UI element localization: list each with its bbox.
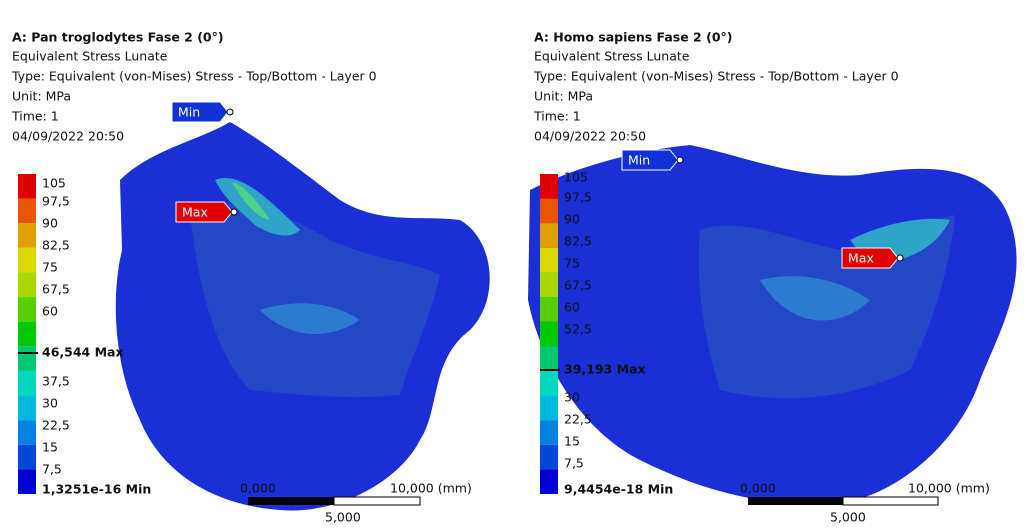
panel-info-line: Type: Equivalent (von-Mises) Stress - To…	[11, 69, 377, 84]
legend-swatch	[18, 420, 36, 445]
legend-swatch	[540, 370, 558, 396]
legend-label: 67,5	[564, 278, 592, 293]
legend-swatch	[18, 198, 36, 224]
panel-info-line: Unit: MPa	[12, 89, 71, 104]
legend-swatch	[540, 198, 558, 224]
legend-swatch	[18, 444, 36, 470]
min-marker-flag	[171, 101, 229, 123]
legend-swatch	[18, 297, 36, 322]
legend-label: 105	[42, 176, 66, 191]
scale-mid: 5,000	[830, 510, 866, 525]
max-marker-label: Max	[182, 205, 208, 220]
legend-label: 60	[42, 304, 58, 319]
panel-title: A: Pan troglodytes Fase 2 (0°)	[12, 30, 224, 45]
panel-info-line: Equivalent Stress Lunate	[534, 49, 690, 64]
legend-label: 60	[564, 300, 580, 315]
legend-swatch	[18, 272, 36, 298]
panel-info-line: 04/09/2022 20:50	[12, 129, 124, 144]
panel-info-line: 04/09/2022 20:50	[534, 129, 646, 144]
panel-info-line: Type: Equivalent (von-Mises) Stress - To…	[533, 69, 899, 84]
legend-swatch	[18, 395, 36, 421]
model-right	[528, 145, 1017, 505]
panel-title: A: Homo sapiens Fase 2 (0°)	[534, 30, 732, 45]
legend-label: 30	[42, 396, 58, 411]
legend-label: 67,5	[42, 282, 70, 297]
legend-swatch	[540, 321, 558, 347]
legend-swatch	[540, 346, 558, 371]
legend-swatch	[540, 297, 558, 322]
scale-bar-black	[748, 497, 843, 505]
legend-swatch	[540, 174, 558, 199]
max-marker-flag	[841, 247, 899, 269]
panel-info-line: Time: 1	[533, 109, 581, 124]
scale-start: 0,000	[240, 481, 276, 496]
legend-swatch	[540, 247, 558, 273]
min-marker-point	[676, 156, 684, 164]
panel-info-line: Unit: MPa	[534, 89, 593, 104]
legend-swatch	[540, 420, 558, 445]
scale-end: 10,000 (mm)	[908, 481, 990, 496]
min-marker-label: Min	[178, 105, 200, 120]
legend-label: 7,5	[564, 456, 584, 471]
legend-swatch	[540, 469, 558, 494]
legend-swatch	[540, 395, 558, 421]
legend-label: 52,5	[564, 322, 592, 337]
legend-label: 82,5	[42, 238, 70, 253]
min-marker-label: Min	[628, 153, 650, 168]
legend-label: 9,4454e-18 Min	[564, 482, 673, 497]
legend-label: 97,5	[42, 194, 70, 209]
legend-swatch	[18, 223, 36, 248]
legend-swatch	[540, 223, 558, 248]
legend-label: 7,5	[42, 462, 62, 477]
legend-label: 22,5	[42, 418, 70, 433]
max-marker-label: Max	[848, 251, 874, 266]
max-marker-point	[896, 254, 904, 262]
scale-bar-white	[333, 496, 421, 506]
legend-swatch	[18, 321, 36, 347]
result-panel: A: Pan troglodytes Fase 2 (0°) Equivalent…	[11, 30, 472, 525]
legend-label: 46,544 Max	[42, 345, 124, 360]
scale-start: 0,000	[740, 481, 776, 496]
legend-label: 39,193 Max	[564, 362, 646, 377]
legend-label: 105	[564, 170, 588, 185]
legend-label: 75	[564, 256, 580, 271]
legend-label: 15	[564, 434, 580, 449]
legend-label: 30	[564, 390, 580, 405]
max-marker-flag	[175, 201, 233, 223]
legend-swatch	[18, 247, 36, 273]
legend-swatch	[18, 469, 36, 494]
legend-swatch	[540, 444, 558, 470]
legend-label: 22,5	[564, 412, 592, 427]
panel-info-line: Equivalent Stress Lunate	[12, 49, 168, 64]
legend-label: 90	[42, 216, 58, 231]
panel-info-line: Time: 1	[11, 109, 59, 124]
scale-mid: 5,000	[325, 510, 361, 525]
legend-label: 37,5	[42, 374, 70, 389]
legend-label: 90	[564, 212, 580, 227]
legend-label: 97,5	[564, 190, 592, 205]
scale-bar-white	[842, 496, 939, 506]
min-marker-flag	[621, 149, 679, 171]
legend-label: 15	[42, 440, 58, 455]
legend-swatch	[18, 370, 36, 396]
result-panel: A: Homo sapiens Fase 2 (0°) Equivalent St…	[533, 30, 990, 525]
legend-label: 75	[42, 260, 58, 275]
legend-label: 82,5	[564, 234, 592, 249]
max-marker-point	[230, 208, 238, 216]
legend-swatch	[18, 346, 36, 371]
legend-swatch	[540, 272, 558, 298]
scale-end: 10,000 (mm)	[390, 481, 472, 496]
scale-bar-black	[248, 497, 334, 505]
min-marker-point	[226, 108, 234, 116]
legend-label: 1,3251e-16 Min	[42, 482, 151, 497]
legend-swatch	[18, 174, 36, 199]
